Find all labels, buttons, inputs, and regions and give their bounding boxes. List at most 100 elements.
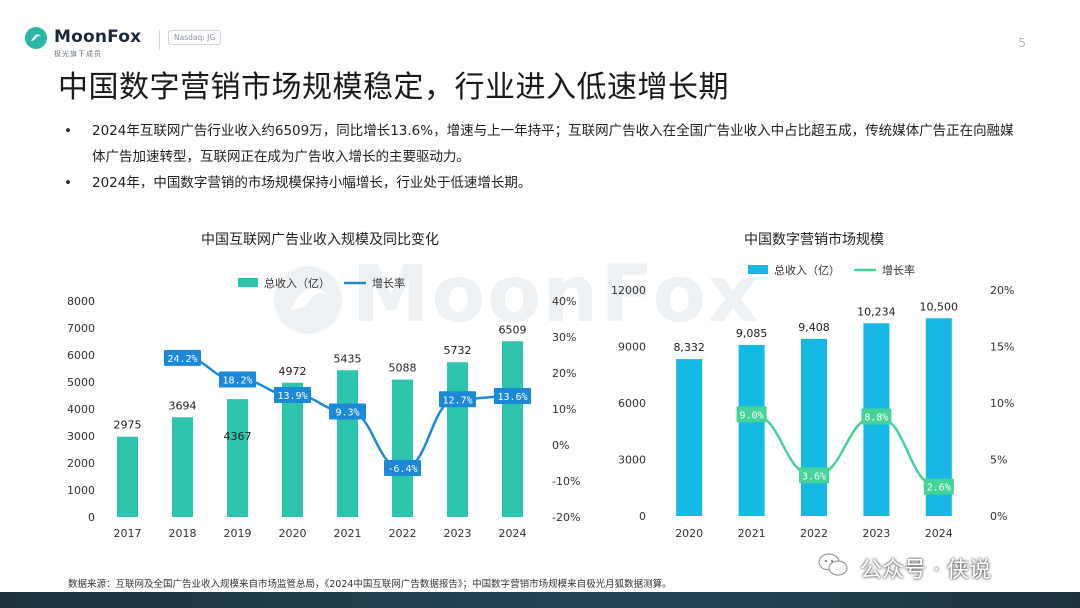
- growth-rate-label: 9.3%: [335, 408, 359, 419]
- bar: [392, 379, 413, 517]
- bar-value-label: 10,500: [920, 300, 959, 313]
- bullet-marker: •: [64, 123, 72, 139]
- legend-swatch-bar: [238, 278, 258, 287]
- growth-rate-marker: [164, 349, 201, 366]
- x-tick-label: 2020: [279, 527, 307, 540]
- growth-rate-line: [751, 413, 939, 488]
- bullet-list: • 2024年互联网广告行业收入约6509万，同比增长13.6%，增速与上一年持…: [60, 118, 1020, 196]
- x-tick-label: 2021: [738, 527, 766, 540]
- y-tick-label-right: 15%: [990, 341, 1014, 354]
- x-tick-label: 2022: [389, 527, 417, 540]
- growth-rate-marker: [329, 403, 366, 420]
- growth-rate-label: 13.9%: [277, 391, 307, 402]
- wechat-icon: [818, 553, 848, 576]
- bar-value-label: 4972: [279, 365, 307, 378]
- growth-rate-marker: [799, 467, 829, 484]
- y-tick-label-left: 1000: [67, 484, 95, 497]
- bar-value-label: 2975: [114, 419, 142, 432]
- growth-rate-label: 13.6%: [497, 392, 527, 403]
- legend-label-line: 增长率: [372, 276, 405, 290]
- y-tick-label-right: 20%: [990, 284, 1014, 297]
- growth-rate-label: 18.2%: [222, 375, 252, 386]
- bullet-item: • 2024年互联网广告行业收入约6509万，同比增长13.6%，增速与上一年持…: [60, 118, 1020, 170]
- bar-value-label: 8,332: [673, 341, 705, 354]
- page-title: 中国数字营销市场规模稳定，行业进入低速增长期: [58, 70, 729, 105]
- header-divider: [159, 30, 160, 50]
- bar: [738, 344, 765, 516]
- y-tick-label-right: 10%: [990, 397, 1014, 410]
- watermark-logo-icon: [274, 266, 342, 334]
- y-tick-label-right: 40%: [552, 295, 576, 308]
- growth-rate-marker: [494, 388, 531, 405]
- growth-rate-marker: [439, 391, 476, 408]
- y-tick-label-right: 5%: [990, 454, 1007, 467]
- y-tick-label-left: 0: [639, 510, 646, 523]
- bullet-item: • 2024年，中国数字营销的市场规模保持小幅增长，行业处于低速增长期。: [60, 170, 1020, 196]
- chart-title: 中国互联网广告业收入规模及同比变化: [201, 232, 439, 248]
- y-tick-label-left: 12000: [611, 284, 646, 297]
- legend-swatch-bar: [748, 265, 768, 274]
- bar-value-label: 5732: [444, 344, 472, 357]
- y-tick-label-left: 7000: [67, 322, 95, 335]
- header: MoonFox 极光旗下成员 Nasdaq: JG: [24, 24, 324, 64]
- growth-rate-label: 9.0%: [740, 410, 764, 421]
- growth-rate-marker: [923, 478, 954, 495]
- growth-rate-marker: [861, 408, 892, 425]
- page-number: 5: [1018, 36, 1026, 50]
- growth-rate-label: 2.6%: [927, 483, 951, 494]
- x-tick-label: 2023: [444, 527, 472, 540]
- x-tick-label: 2021: [334, 527, 362, 540]
- y-tick-label-left: 5000: [67, 376, 95, 389]
- watermark-text: MoonFox: [352, 250, 761, 340]
- bar: [502, 341, 523, 517]
- growth-rate-label: -6.4%: [387, 464, 417, 475]
- bar: [117, 436, 138, 517]
- brand-subtitle: 极光旗下成员: [54, 50, 102, 58]
- growth-rate-marker: [274, 386, 311, 403]
- bar-value-label: 9,085: [736, 327, 768, 340]
- legend-label-line: 增长率: [882, 263, 915, 277]
- ticker-badge: Nasdaq: JG: [168, 30, 222, 45]
- x-tick-label: 2022: [800, 527, 828, 540]
- growth-rate-label: 24.2%: [167, 354, 197, 365]
- bar: [801, 338, 827, 516]
- bar-value-label: 3694: [169, 399, 197, 412]
- bar-value-label: 4367: [224, 430, 252, 443]
- y-tick-label-left: 9000: [618, 341, 646, 354]
- legend-label-bar: 总收入（亿）: [774, 263, 840, 277]
- y-tick-label-right: 30%: [552, 331, 576, 344]
- y-tick-label-right: -20%: [552, 511, 580, 524]
- x-tick-label: 2017: [114, 527, 142, 540]
- bullet-text: 2024年互联网广告行业收入约6509万，同比增长13.6%，增速与上一年持平；…: [92, 123, 1014, 165]
- bar-value-label: 9,408: [798, 321, 830, 334]
- y-tick-label-right: 10%: [552, 403, 576, 416]
- growth-rate-marker: [219, 371, 256, 388]
- growth-rate-marker: [384, 460, 421, 477]
- y-tick-label-left: 2000: [67, 457, 95, 470]
- growth-rate-label: 8.8%: [864, 413, 888, 424]
- bar: [282, 382, 303, 517]
- x-tick-label: 2024: [499, 527, 527, 540]
- x-tick-label: 2020: [675, 527, 703, 540]
- bar: [227, 399, 248, 517]
- y-tick-label-right: 20%: [552, 367, 576, 380]
- y-tick-label-left: 3000: [67, 430, 95, 443]
- y-tick-label-right: 0%: [552, 439, 569, 452]
- growth-rate-label: 12.7%: [442, 395, 472, 406]
- x-tick-label: 2024: [925, 527, 953, 540]
- bar: [676, 359, 703, 516]
- data-source-footnote: 数据来源：互联网及全国广告业收入规模来自市场监管总局，《2024中国互联网广告数…: [68, 579, 672, 590]
- y-tick-label-right: -10%: [552, 475, 580, 488]
- y-tick-label-left: 6000: [618, 397, 646, 410]
- bar-value-label: 5088: [389, 362, 417, 375]
- moonfox-logo-icon: [25, 27, 47, 49]
- bullet-marker: •: [64, 175, 72, 191]
- footer-bar: [0, 592, 1080, 608]
- wechat-account-name: 公众号 · 侠说: [860, 558, 991, 583]
- chart-title: 中国数字营销市场规模: [744, 231, 884, 248]
- y-tick-label-left: 4000: [67, 403, 95, 416]
- bar: [172, 417, 193, 517]
- bar-value-label: 10,234: [857, 305, 896, 318]
